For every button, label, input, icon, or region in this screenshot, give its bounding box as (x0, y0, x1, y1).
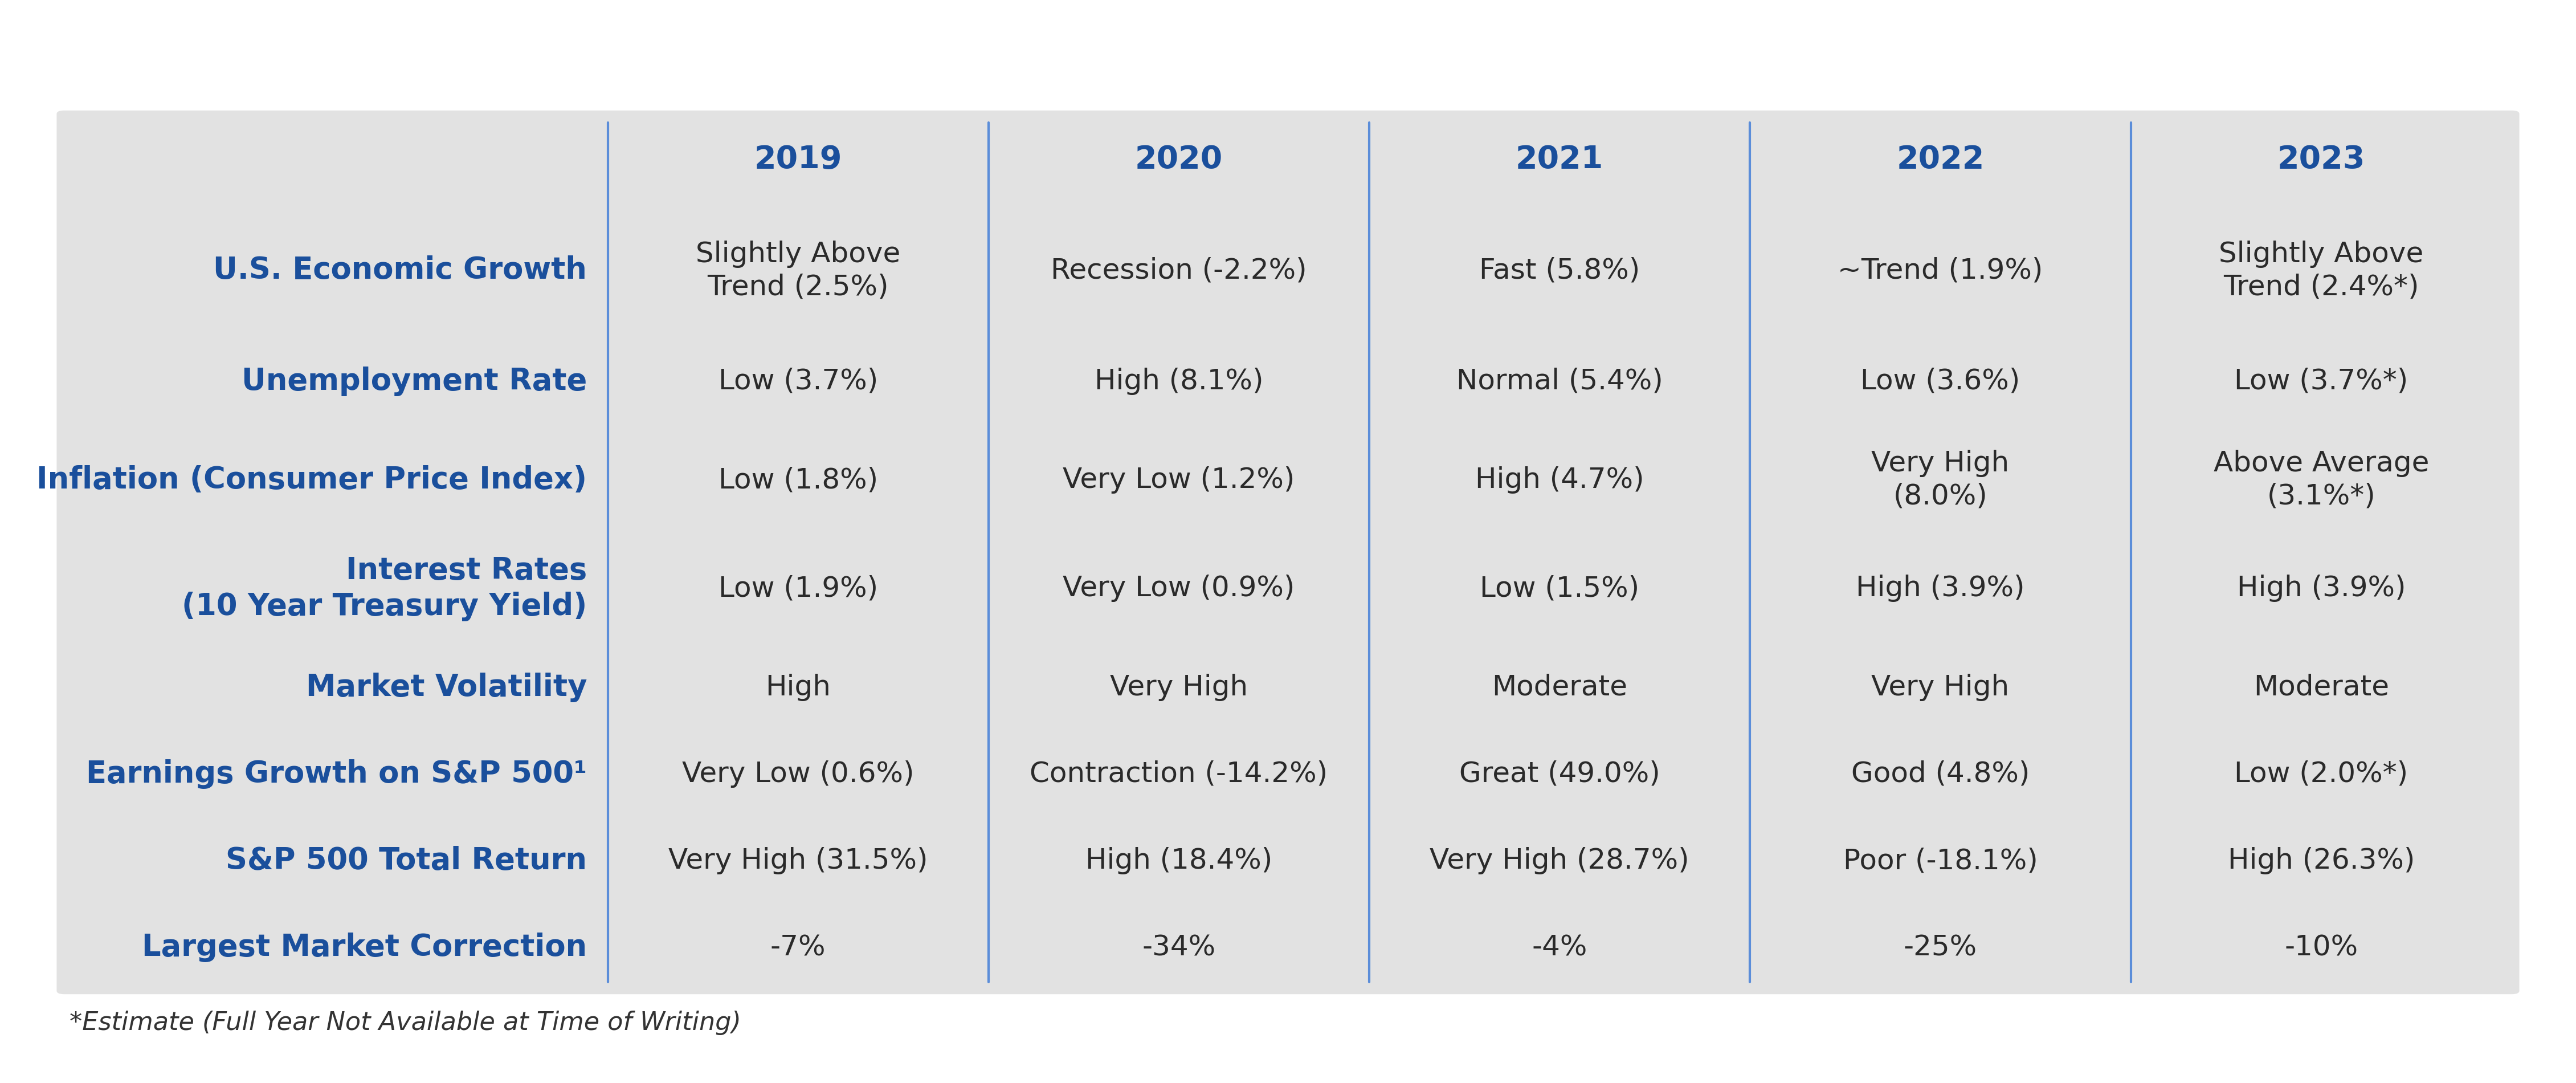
Text: Good (4.8%): Good (4.8%) (1852, 760, 2030, 787)
Text: S&P 500 Total Return: S&P 500 Total Return (227, 846, 587, 876)
Text: -34%: -34% (1141, 934, 1216, 962)
Text: *Estimate (Full Year Not Available at Time of Writing): *Estimate (Full Year Not Available at Ti… (70, 1010, 742, 1035)
Text: Low (1.8%): Low (1.8%) (719, 467, 878, 494)
Text: Very High (31.5%): Very High (31.5%) (667, 847, 927, 874)
Text: Market Volatility: Market Volatility (307, 673, 587, 702)
Text: Low (3.7%*): Low (3.7%*) (2233, 367, 2409, 395)
Text: Largest Market Correction: Largest Market Correction (142, 932, 587, 963)
Text: Very Low (0.6%): Very Low (0.6%) (683, 760, 914, 787)
Text: Fast (5.8%): Fast (5.8%) (1479, 257, 1641, 284)
Text: 2022: 2022 (1896, 144, 1984, 174)
Text: Very High
(8.0%): Very High (8.0%) (1870, 449, 2009, 510)
Text: Slightly Above
Trend (2.4%*): Slightly Above Trend (2.4%*) (2218, 240, 2424, 300)
Text: High (3.9%): High (3.9%) (1855, 575, 2025, 602)
Text: -7%: -7% (770, 934, 827, 962)
Text: Poor (-18.1%): Poor (-18.1%) (1842, 847, 2038, 874)
Text: Very High (28.7%): Very High (28.7%) (1430, 847, 1690, 874)
Text: Very High: Very High (1870, 674, 2009, 701)
Text: 2020: 2020 (1136, 144, 1224, 174)
Text: Great (49.0%): Great (49.0%) (1458, 760, 1659, 787)
Text: High: High (765, 674, 832, 701)
Text: -4%: -4% (1533, 934, 1587, 962)
FancyBboxPatch shape (57, 110, 2519, 994)
Text: Low (3.7%): Low (3.7%) (719, 367, 878, 395)
Text: 2023: 2023 (2277, 144, 2365, 174)
Text: U.S. Economic Growth: U.S. Economic Growth (214, 256, 587, 285)
Text: Above Average
(3.1%*): Above Average (3.1%*) (2213, 449, 2429, 510)
Text: High (18.4%): High (18.4%) (1084, 847, 1273, 874)
Text: High (4.7%): High (4.7%) (1476, 467, 1643, 494)
Text: Moderate: Moderate (1492, 674, 1628, 701)
Text: -10%: -10% (2285, 934, 2357, 962)
Text: -25%: -25% (1904, 934, 1978, 962)
Text: 2019: 2019 (755, 144, 842, 174)
Text: Interest Rates
(10 Year Treasury Yield): Interest Rates (10 Year Treasury Yield) (183, 556, 587, 621)
Text: High (26.3%): High (26.3%) (2228, 847, 2414, 874)
Text: Low (2.0%*): Low (2.0%*) (2233, 760, 2409, 787)
Text: Inflation (Consumer Price Index): Inflation (Consumer Price Index) (36, 466, 587, 495)
Text: ~Trend (1.9%): ~Trend (1.9%) (1837, 257, 2043, 284)
Text: Low (1.5%): Low (1.5%) (1479, 575, 1638, 602)
Text: High (8.1%): High (8.1%) (1095, 367, 1262, 395)
Text: 2021: 2021 (1515, 144, 1605, 174)
Text: Unemployment Rate: Unemployment Rate (242, 366, 587, 396)
Text: Very High: Very High (1110, 674, 1247, 701)
Text: Moderate: Moderate (2254, 674, 2388, 701)
Text: High (3.9%): High (3.9%) (2236, 575, 2406, 602)
Text: Low (3.6%): Low (3.6%) (1860, 367, 2020, 395)
Text: Slightly Above
Trend (2.5%): Slightly Above Trend (2.5%) (696, 240, 902, 300)
Text: Recession (-2.2%): Recession (-2.2%) (1051, 257, 1306, 284)
Text: Normal (5.4%): Normal (5.4%) (1455, 367, 1664, 395)
Text: Very Low (1.2%): Very Low (1.2%) (1064, 467, 1296, 494)
Text: Contraction (-14.2%): Contraction (-14.2%) (1030, 760, 1327, 787)
Text: Earnings Growth on S&P 500¹: Earnings Growth on S&P 500¹ (85, 759, 587, 788)
Text: Very Low (0.9%): Very Low (0.9%) (1064, 575, 1296, 602)
Text: Low (1.9%): Low (1.9%) (719, 575, 878, 602)
